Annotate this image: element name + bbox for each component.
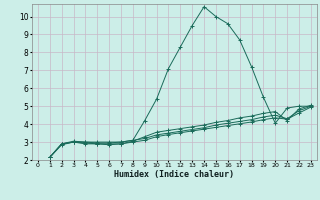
- X-axis label: Humidex (Indice chaleur): Humidex (Indice chaleur): [115, 170, 234, 179]
